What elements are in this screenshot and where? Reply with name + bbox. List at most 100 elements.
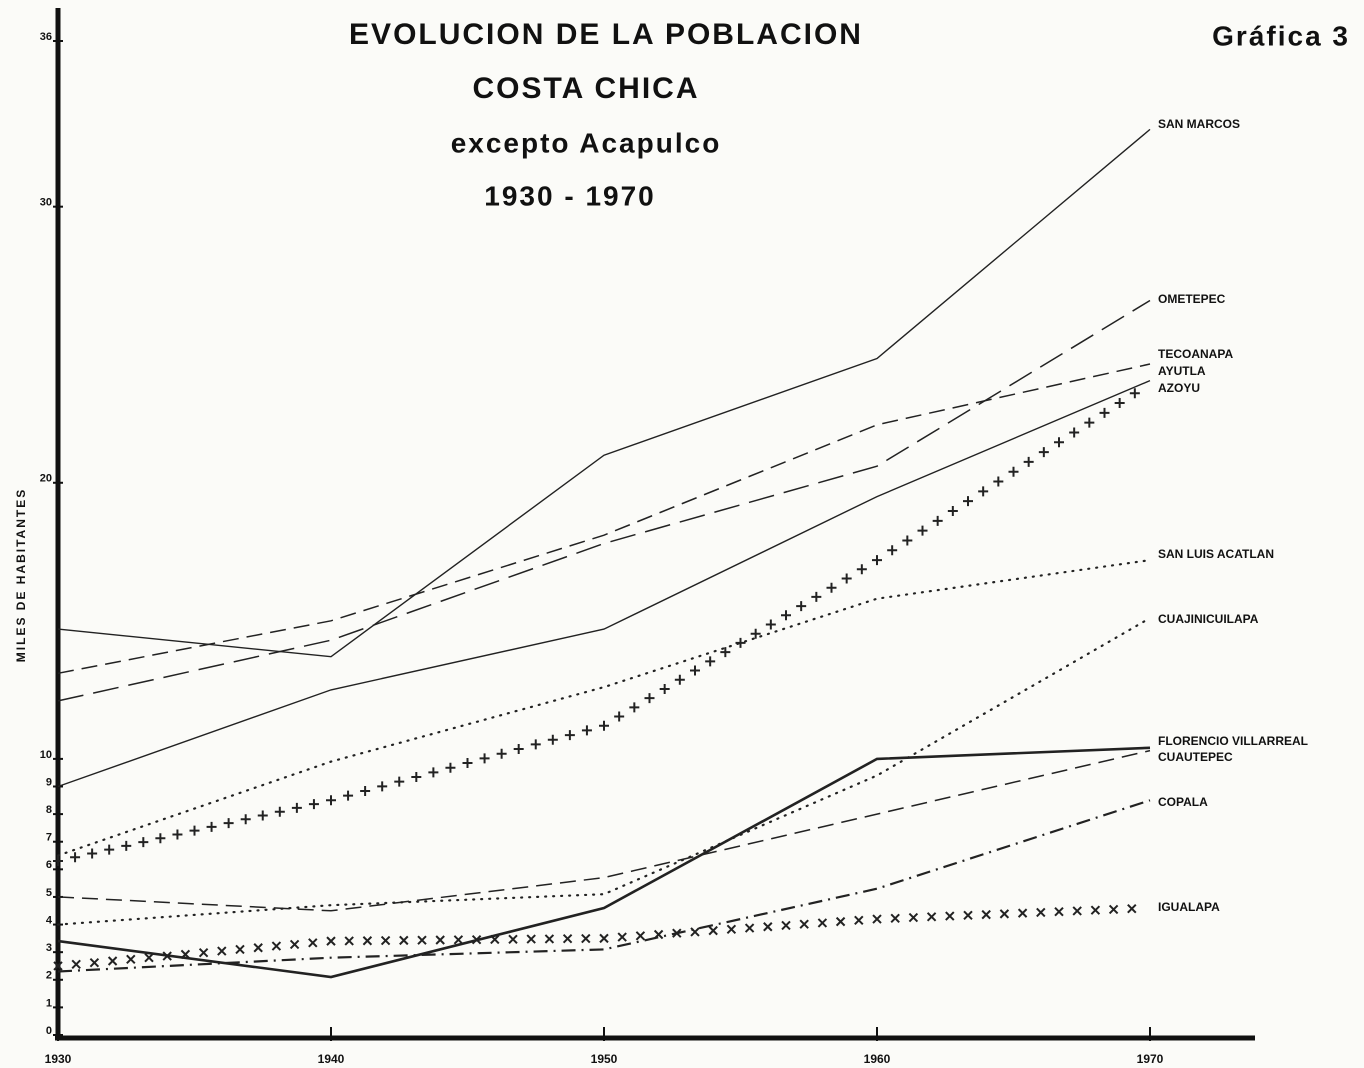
- line-marker: [617, 932, 627, 942]
- line-marker: [479, 753, 490, 764]
- line-marker: [362, 936, 373, 946]
- y-tick-label: 20: [40, 473, 52, 485]
- x-tick-label: 1970: [1137, 1052, 1164, 1066]
- legend-label: FLORENCIO VILLARREAL: [1158, 734, 1308, 748]
- line-marker: [445, 762, 456, 773]
- line-marker: [672, 928, 682, 938]
- line-marker: [513, 744, 524, 755]
- line-marker: [162, 951, 172, 961]
- line-marker: [496, 748, 507, 759]
- line-marker: [690, 927, 700, 937]
- line-marker: [89, 957, 100, 968]
- line-marker: [394, 776, 405, 787]
- x-tick-label: 1950: [591, 1052, 618, 1066]
- line-marker: [826, 582, 837, 593]
- series-line: [57, 749, 1151, 912]
- line-marker: [1054, 437, 1064, 448]
- y-tick-label: 5: [46, 887, 52, 899]
- line-marker: [629, 702, 640, 713]
- line-marker: [599, 720, 609, 731]
- line-marker: [690, 665, 700, 676]
- line-marker: [189, 825, 200, 836]
- y-tick-label: 4: [46, 914, 53, 926]
- line-marker: [1008, 466, 1019, 477]
- series-line: [57, 379, 1151, 788]
- line-marker: [417, 935, 427, 945]
- legend-label: CUAUTEPEC: [1158, 750, 1233, 764]
- line-marker: [240, 814, 251, 825]
- line-marker: [872, 555, 882, 566]
- line-marker: [564, 730, 575, 741]
- line-marker: [1084, 417, 1095, 428]
- line-marker: [1114, 398, 1125, 409]
- line-marker: [360, 785, 371, 796]
- line-marker: [1072, 906, 1082, 916]
- line-marker: [926, 912, 937, 922]
- line-marker: [841, 573, 852, 584]
- line-marker: [659, 683, 670, 694]
- line-marker: [428, 767, 439, 778]
- line-marker: [932, 515, 943, 526]
- line-marker: [1023, 456, 1034, 467]
- x-tick-label: 1940: [318, 1052, 345, 1066]
- line-marker: [708, 925, 718, 936]
- line-marker: [257, 810, 268, 821]
- line-marker: [180, 949, 191, 960]
- line-marker: [726, 924, 737, 935]
- line-marker: [70, 852, 81, 863]
- line-marker: [1129, 388, 1140, 399]
- line-marker: [253, 943, 263, 953]
- legend-label: AZOYU: [1158, 381, 1200, 395]
- line-marker: [1017, 908, 1028, 918]
- line-marker: [121, 840, 132, 851]
- line-marker: [581, 725, 592, 736]
- line-marker: [235, 944, 245, 955]
- line-marker: [581, 933, 591, 944]
- line-marker: [817, 918, 828, 928]
- line-marker: [471, 934, 482, 945]
- line-marker: [104, 844, 115, 855]
- series-line: [57, 128, 1151, 658]
- line-marker: [1099, 407, 1110, 418]
- line-marker: [781, 920, 791, 931]
- line-marker: [644, 693, 655, 704]
- y-tick-label: 10: [40, 749, 52, 761]
- line-marker: [289, 939, 300, 950]
- legend-label: IGUALAPA: [1158, 900, 1220, 914]
- line-marker: [490, 934, 500, 945]
- legend-label: SAN LUIS ACATLAN: [1158, 547, 1274, 561]
- line-marker: [835, 916, 846, 927]
- line-marker: [705, 656, 716, 667]
- line-marker: [1090, 905, 1101, 915]
- legend-label: SAN MARCOS: [1158, 117, 1240, 131]
- line-marker: [1036, 907, 1046, 918]
- x-tick-label: 1960: [864, 1052, 891, 1066]
- subtitle: COSTA CHICA: [473, 72, 700, 105]
- line-marker: [978, 486, 989, 497]
- line-marker: [87, 848, 98, 859]
- line-marker: [291, 802, 302, 813]
- y-tick-label: 8: [46, 804, 52, 816]
- line-marker: [1069, 427, 1080, 438]
- y-tick-label: 0: [46, 1025, 52, 1037]
- line-marker: [526, 934, 536, 944]
- line-marker: [811, 591, 822, 602]
- legend-label: CUAJINICUILAPA: [1158, 612, 1259, 626]
- line-marker: [380, 935, 391, 946]
- line-marker: [854, 915, 864, 926]
- y-axis-label: MILES DE HABITANTES: [14, 488, 28, 662]
- line-marker: [796, 601, 807, 612]
- line-marker: [963, 496, 973, 507]
- line-marker: [411, 772, 422, 783]
- line-marker: [217, 946, 227, 956]
- series-line: [56, 559, 1152, 857]
- line-marker: [674, 674, 685, 685]
- line-marker: [435, 935, 445, 945]
- line-marker: [981, 909, 991, 920]
- line-marker: [308, 799, 319, 810]
- line-marker: [945, 911, 955, 921]
- series-line: [57, 363, 1151, 675]
- series-line: [57, 799, 1151, 973]
- line-marker: [453, 935, 464, 945]
- line-marker: [144, 952, 154, 963]
